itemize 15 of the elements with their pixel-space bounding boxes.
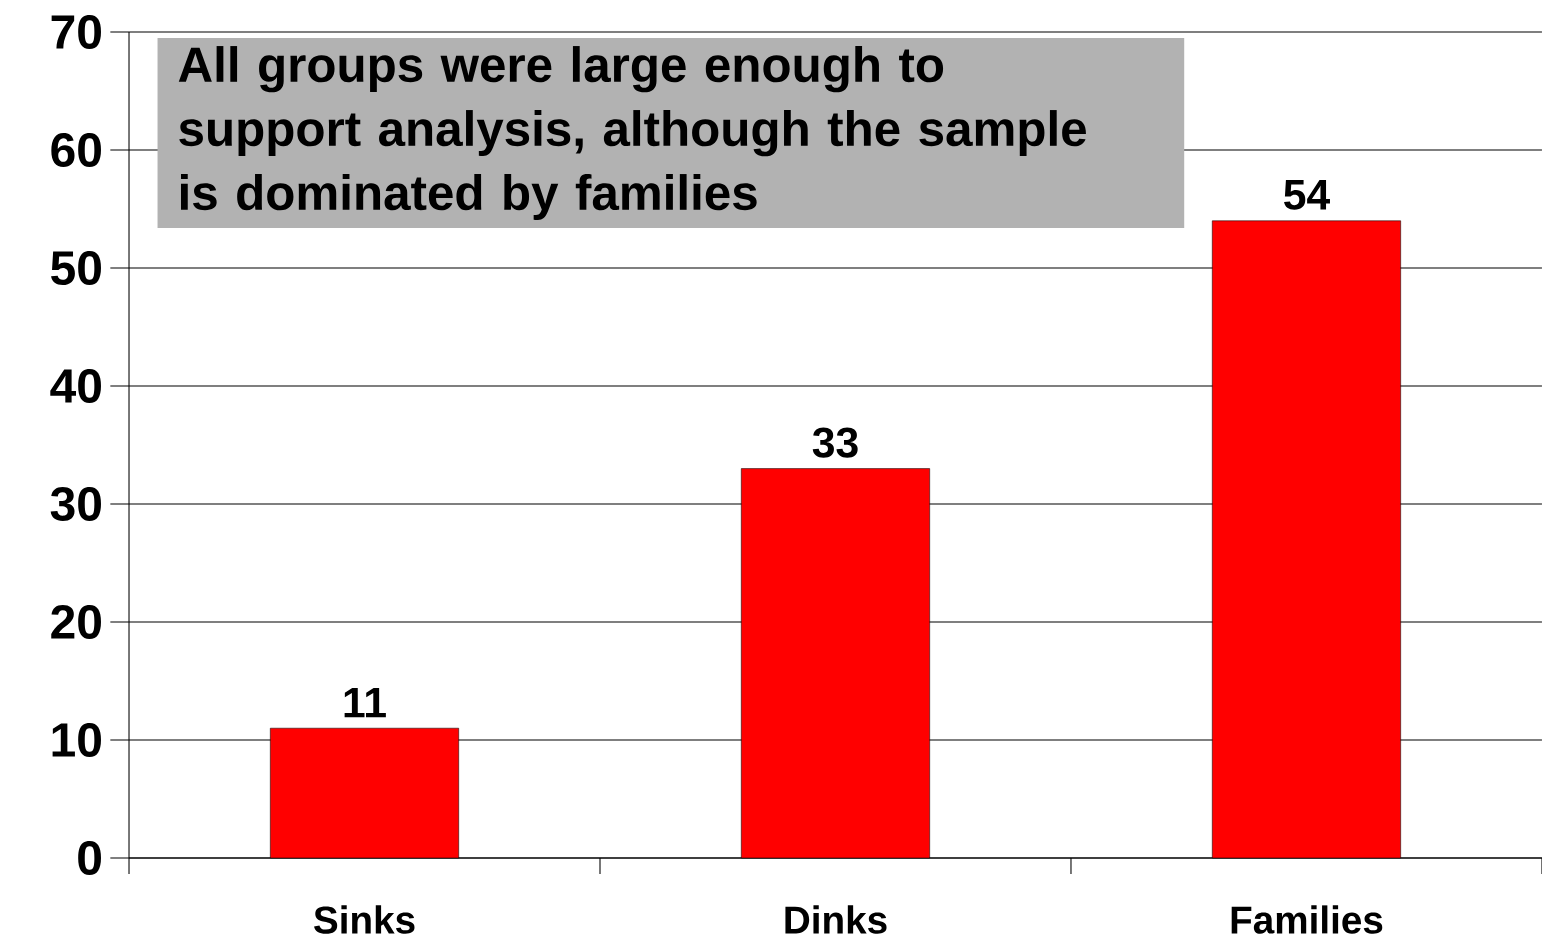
data-label: 54 <box>1284 180 1330 210</box>
y-tick-label: 0 <box>78 841 101 875</box>
y-tick-label: 50 <box>51 251 101 285</box>
x-tick-label: Sinks <box>314 905 415 934</box>
data-label: 11 <box>344 687 386 718</box>
y-tick-label: 40 <box>50 369 101 403</box>
annotation: All groups were large enough to support analysis, although the sample is dominated by families <box>178 46 1086 221</box>
y-tick-label: 10 <box>52 723 101 757</box>
data-label: 33 <box>812 427 858 458</box>
x-tick-label: Dinks <box>785 905 887 934</box>
x-tick-label: Families <box>1231 905 1383 934</box>
y-tick-label: 20 <box>51 605 101 639</box>
y-tick-label: 30 <box>50 486 101 522</box>
y-tick-label: 70 <box>51 15 101 49</box>
y-tick-label: 60 <box>51 133 101 167</box>
